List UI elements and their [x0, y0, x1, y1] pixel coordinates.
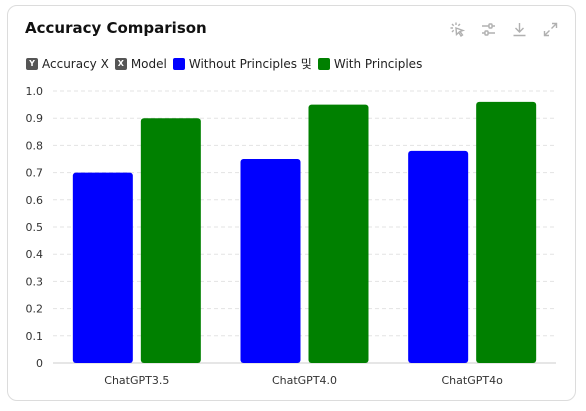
legend-item-with-principles[interactable]: With Principles: [317, 56, 423, 71]
legend-label: Model: [130, 56, 167, 71]
bar: [476, 101, 537, 363]
legend-label: Accuracy X: [42, 56, 109, 71]
chart-toolbar: [449, 21, 559, 38]
legend-label: With Principles: [333, 56, 423, 71]
download-icon[interactable]: [511, 21, 528, 38]
x-tick-label: ChatGPT3.5: [104, 374, 169, 387]
legend-swatch-x: X: [114, 57, 127, 70]
x-tick-label: ChatGPT4.0: [272, 374, 337, 387]
legend-item-without-principles[interactable]: Without Principles 및: [172, 55, 312, 72]
bar: [308, 104, 369, 363]
y-tick-label: 0: [36, 357, 43, 370]
chart-legend: Y Accuracy X X Model Without Principles …: [26, 55, 428, 72]
y-tick-label: 0.8: [26, 139, 44, 152]
legend-swatch-y: Y: [26, 57, 38, 70]
y-tick-label: 1.0: [26, 85, 44, 98]
bar: [72, 172, 133, 363]
bar: [408, 150, 469, 363]
bar: [240, 159, 301, 363]
settings-sliders-icon[interactable]: [480, 21, 497, 38]
y-tick-label: 0.1: [26, 330, 44, 343]
legend-item-x[interactable]: X Model: [114, 56, 167, 71]
legend-label: Without Principles 및: [188, 57, 312, 71]
y-tick-label: 0.3: [26, 275, 44, 288]
x-tick-label: ChatGPT4o: [442, 374, 504, 387]
legend-item-y[interactable]: Y Accuracy X: [26, 57, 109, 71]
chart-title: Accuracy Comparison: [25, 19, 207, 37]
y-tick-label: 0.2: [26, 303, 44, 316]
y-tick-label: 0.7: [26, 167, 44, 180]
select-icon[interactable]: [449, 21, 466, 38]
bar: [140, 118, 201, 363]
legend-swatch-without-principles: [172, 57, 185, 70]
y-tick-label: 0.9: [26, 112, 44, 125]
y-tick-label: 0.4: [26, 248, 44, 261]
legend-swatch-with-principles: [317, 57, 330, 70]
y-tick-label: 0.5: [26, 221, 44, 234]
y-tick-label: 0.6: [26, 194, 44, 207]
expand-icon[interactable]: [542, 21, 559, 38]
